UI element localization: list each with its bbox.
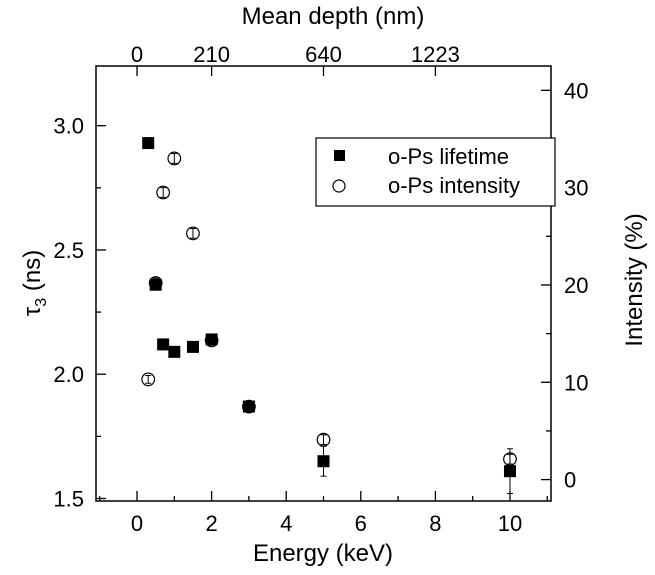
lifetime-point <box>157 338 170 351</box>
x-tick-label: 10 <box>498 511 522 536</box>
intensity-point <box>503 452 517 467</box>
lifetime-point <box>317 455 330 468</box>
intensity-point <box>204 333 219 348</box>
x-top-axis-title: Mean depth (nm) <box>242 3 425 30</box>
x-top-tick-label: 1223 <box>411 42 460 67</box>
intensity-point <box>141 372 156 387</box>
y-right-axis-title: Intensity (%) <box>621 213 648 346</box>
x-tick-label: 6 <box>355 511 367 536</box>
y-left-tick-label: 1.5 <box>53 487 84 512</box>
y-left-axis-title-main: τ <box>19 306 46 316</box>
y-left-tick-label: 2.0 <box>53 362 84 387</box>
tick-labels: 0 2 4 6 8 10 0 210 640 1223 1.5 2.0 2.5 3.0 0 10 20 30 40 <box>53 42 588 536</box>
intensity-point <box>156 185 171 200</box>
y-right-tick-label: 40 <box>564 78 588 103</box>
x-axis-title: Energy (keV) <box>253 540 393 567</box>
legend-marker-lifetime <box>334 150 345 161</box>
intensity-point <box>186 226 200 241</box>
x-tick-label: 2 <box>205 511 217 536</box>
legend-label-intensity: o-Ps intensity <box>388 173 520 198</box>
y-left-tick-label: 2.5 <box>53 238 84 263</box>
y-right-tick-label: 20 <box>564 273 588 298</box>
lifetime-point <box>168 345 181 358</box>
intensity-point <box>148 276 163 290</box>
data-marks <box>141 137 517 495</box>
x-tick-label: 4 <box>280 511 292 536</box>
legend-box <box>315 137 556 207</box>
y-right-tick-label: 0 <box>564 468 576 493</box>
y-right-tick-label: 30 <box>564 176 588 201</box>
legend-marker-intensity <box>332 179 346 193</box>
y-left-axis-title-unit: (ns) <box>19 250 46 298</box>
intensity-point <box>242 399 256 414</box>
y-left-axis-title-subscript: 3 <box>33 298 50 307</box>
y-right-tick-label: 10 <box>564 370 588 395</box>
legend: o-Ps lifetime o-Ps intensity <box>315 137 556 207</box>
x-tick-label: 0 <box>131 511 143 536</box>
x-tick-label: 8 <box>429 511 441 536</box>
y-left-tick-label: 3.0 <box>53 114 84 139</box>
x-top-tick-label: 0 <box>131 42 143 67</box>
y-left-axis-title: τ3 (ns) <box>19 250 50 316</box>
lifetime-point <box>142 137 155 150</box>
legend-label-lifetime: o-Ps lifetime <box>388 144 509 169</box>
intensity-point <box>167 151 182 166</box>
intensity-point <box>316 432 331 447</box>
lifetime-point <box>186 340 199 353</box>
lifetime-point <box>503 465 516 478</box>
x-top-tick-label: 210 <box>193 42 230 67</box>
x-top-tick-label: 640 <box>305 42 342 67</box>
